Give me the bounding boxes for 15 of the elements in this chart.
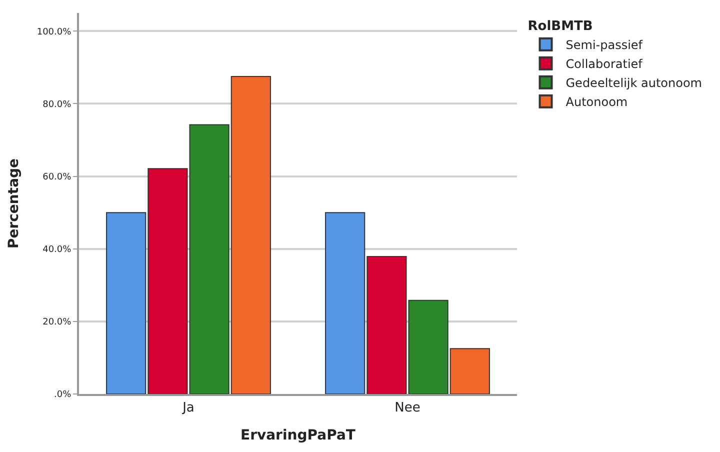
y-tick-label: 20.0%: [42, 318, 72, 328]
legend-label: Semi-passief: [566, 38, 644, 52]
y-tick-label: 100.0%: [36, 27, 72, 38]
y-axis-title: Percentage: [6, 158, 22, 249]
x-axis-title: ErvaringPaPaT: [240, 427, 356, 444]
y-tick-label: 80.0%: [42, 100, 72, 110]
y-tick-label: 40.0%: [42, 245, 72, 256]
legend-label: Autonoom: [566, 95, 628, 110]
x-tick-label: Nee: [394, 400, 420, 416]
x-tick-label: Ja: [182, 400, 194, 416]
y-tick-label: 60.0%: [42, 172, 72, 182]
legend-title: RolBMTB: [528, 18, 593, 34]
legend-label: Collaboratief: [566, 57, 644, 72]
y-tick-label: .0%: [54, 390, 72, 400]
legend-label: Gedeeltelijk autonoom: [566, 76, 702, 90]
